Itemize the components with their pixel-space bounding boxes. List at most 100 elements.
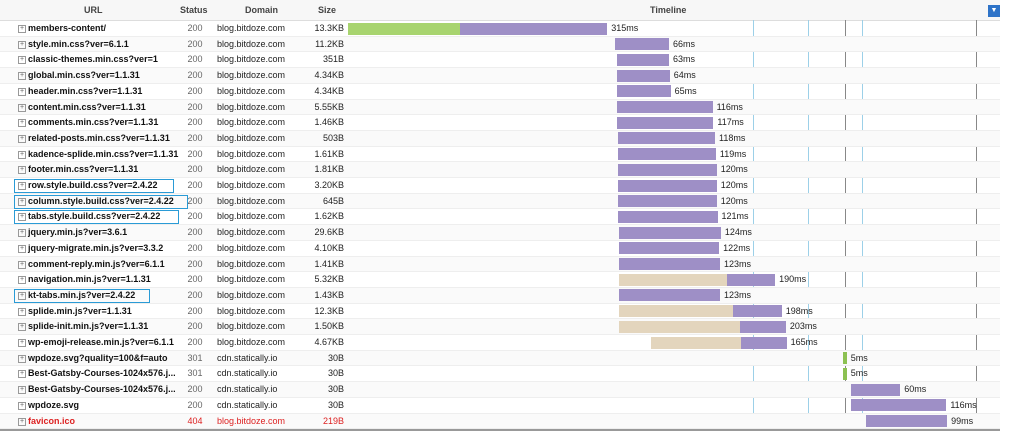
- url: Best-Gatsby-Courses-1024x576.j...: [28, 368, 176, 379]
- status: 200: [187, 258, 203, 269]
- domain: blog.bitdoze.com: [217, 274, 286, 285]
- marker-line: [862, 20, 863, 420]
- expand-icon[interactable]: +: [18, 260, 26, 269]
- expand-icon[interactable]: +: [18, 229, 26, 238]
- status: 200: [187, 321, 203, 332]
- expand-icon[interactable]: +: [18, 103, 26, 112]
- row-line: [0, 286, 1000, 288]
- size: 3.20KB: [314, 180, 344, 190]
- expand-icon[interactable]: +: [18, 87, 26, 96]
- url: jquery-migrate.min.js?ver=3.3.2: [28, 242, 164, 253]
- row-bg: [0, 225, 1000, 241]
- domain: blog.bitdoze.com: [217, 23, 286, 33]
- expand-icon[interactable]: +: [18, 56, 26, 65]
- row-bg: [0, 287, 1000, 304]
- domain: blog.bitdoze.com: [217, 321, 286, 332]
- size: 30B: [327, 352, 344, 363]
- expand-icon[interactable]: +: [18, 197, 26, 206]
- row-bg: [0, 36, 1000, 53]
- size: 29.6KB: [314, 227, 344, 238]
- expand-icon[interactable]: +: [18, 244, 26, 253]
- expand-icon[interactable]: +: [18, 276, 26, 285]
- domain: blog.bitdoze.com: [217, 337, 286, 347]
- status: 200: [187, 23, 203, 33]
- time-label: 119ms: [719, 148, 747, 159]
- timing-bar: [618, 258, 720, 270]
- expand-icon[interactable]: +: [18, 182, 26, 190]
- status: 200: [187, 38, 203, 49]
- expand-icon[interactable]: +: [18, 166, 26, 175]
- expand-icon[interactable]: +: [18, 72, 26, 81]
- expand-icon[interactable]: +: [18, 291, 26, 300]
- size: 4.34KB: [314, 85, 344, 96]
- row-line: [0, 177, 1000, 178]
- time-label: 63ms: [672, 54, 695, 65]
- time-label: 65ms: [674, 85, 697, 96]
- status: 200: [187, 70, 203, 81]
- status: 200: [187, 117, 203, 128]
- timing-bar: [739, 320, 786, 333]
- domain: blog.bitdoze.com: [217, 180, 286, 190]
- url: row.style.build.css?ver=2.4.22: [28, 180, 158, 190]
- size: 5.55KB: [314, 101, 344, 112]
- expand-icon[interactable]: +: [18, 119, 26, 128]
- expand-icon[interactable]: +: [18, 354, 26, 363]
- row-line: [0, 412, 1000, 414]
- expand-icon[interactable]: +: [18, 386, 26, 395]
- timing-bar: [617, 69, 670, 82]
- status: 200: [187, 195, 203, 206]
- domain: cdn.statically.io: [217, 399, 278, 410]
- domain: blog.bitdoze.com: [217, 415, 286, 426]
- timing-bar: [617, 53, 669, 66]
- marker-line: [808, 20, 809, 420]
- time-label: 121ms: [721, 211, 749, 222]
- expand-icon[interactable]: +: [18, 307, 26, 316]
- row-line: [0, 255, 1000, 257]
- expand-icon[interactable]: +: [18, 213, 26, 222]
- url: global.min.css?ver=1.1.31: [28, 70, 140, 81]
- dropdown-button[interactable]: ▼: [988, 5, 1000, 17]
- domain-header: Domain: [245, 0, 279, 21]
- status: 200: [187, 164, 203, 175]
- expand-icon[interactable]: +: [18, 40, 26, 49]
- timing-bar: [740, 336, 787, 349]
- status-header: Status: [180, 0, 208, 21]
- url: wpdoze.svg?quality=100&f=auto: [28, 352, 168, 363]
- expand-icon[interactable]: +: [18, 417, 26, 426]
- url: wpdoze.svg: [28, 399, 80, 410]
- domain: blog.bitdoze.com: [217, 148, 286, 159]
- highlight-box: [14, 288, 150, 303]
- url: jquery.min.js?ver=3.6.1: [28, 227, 128, 238]
- time-label: 123ms: [723, 289, 751, 300]
- row-line: [0, 334, 1000, 335]
- expand-icon[interactable]: +: [18, 401, 26, 410]
- expand-icon[interactable]: +: [18, 134, 26, 143]
- row-bg: [0, 68, 1000, 84]
- domain: cdn.statically.io: [217, 352, 278, 363]
- status: 200: [187, 227, 203, 238]
- row-line: [0, 318, 1000, 320]
- expand-icon[interactable]: +: [18, 339, 26, 347]
- timing-bar: [617, 101, 713, 113]
- size: 1.50KB: [314, 321, 344, 332]
- url: tabs.style.build.css?ver=2.4.22: [28, 211, 161, 222]
- row-line: [0, 349, 1000, 351]
- domain: blog.bitdoze.com: [217, 85, 286, 96]
- row-line: [0, 208, 1000, 210]
- url: comment-reply.min.js?ver=6.1.1: [28, 258, 165, 269]
- size: 12.3KB: [314, 305, 344, 316]
- marker-line: [753, 20, 754, 420]
- expand-icon[interactable]: +: [18, 323, 26, 332]
- expand-icon[interactable]: +: [18, 25, 26, 33]
- size: 1.81KB: [314, 164, 344, 175]
- status: 200: [187, 85, 203, 96]
- domain: cdn.statically.io: [217, 384, 278, 395]
- size: 4.67KB: [314, 337, 344, 347]
- highlight-box: [14, 179, 174, 193]
- size: 4.10KB: [314, 242, 344, 253]
- domain: blog.bitdoze.com: [217, 70, 286, 81]
- expand-icon[interactable]: +: [18, 150, 26, 159]
- status: 200: [187, 132, 203, 143]
- expand-icon[interactable]: +: [18, 370, 26, 379]
